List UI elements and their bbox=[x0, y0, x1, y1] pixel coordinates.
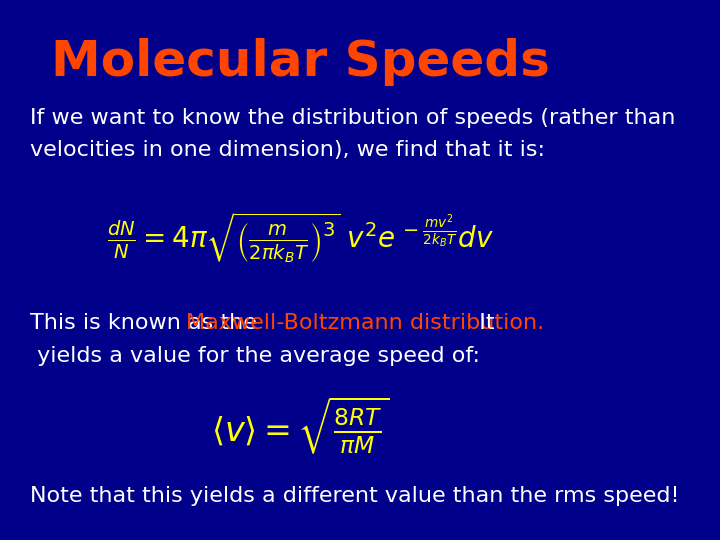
Text: It: It bbox=[465, 313, 495, 333]
Text: This is known as the: This is known as the bbox=[30, 313, 264, 333]
Text: $\langle v \rangle = \sqrt{\frac{8RT}{\pi M}}$: $\langle v \rangle = \sqrt{\frac{8RT}{\p… bbox=[211, 394, 390, 456]
Text: Note that this yields a different value than the rms speed!: Note that this yields a different value … bbox=[30, 486, 680, 506]
Text: velocities in one dimension), we find that it is:: velocities in one dimension), we find th… bbox=[30, 140, 545, 160]
Text: If we want to know the distribution of speeds (rather than: If we want to know the distribution of s… bbox=[30, 108, 675, 128]
Text: Maxwell-Boltzmann distribution.: Maxwell-Boltzmann distribution. bbox=[186, 313, 544, 333]
Text: yields a value for the average speed of:: yields a value for the average speed of: bbox=[30, 346, 480, 366]
Text: Molecular Speeds: Molecular Speeds bbox=[51, 38, 550, 86]
Text: $\frac{dN}{N} = 4\pi\sqrt{\left(\frac{m}{2\pi k_B T}\right)^3} \; v^2 e^{\,-\fra: $\frac{dN}{N} = 4\pi\sqrt{\left(\frac{m}… bbox=[107, 211, 494, 265]
